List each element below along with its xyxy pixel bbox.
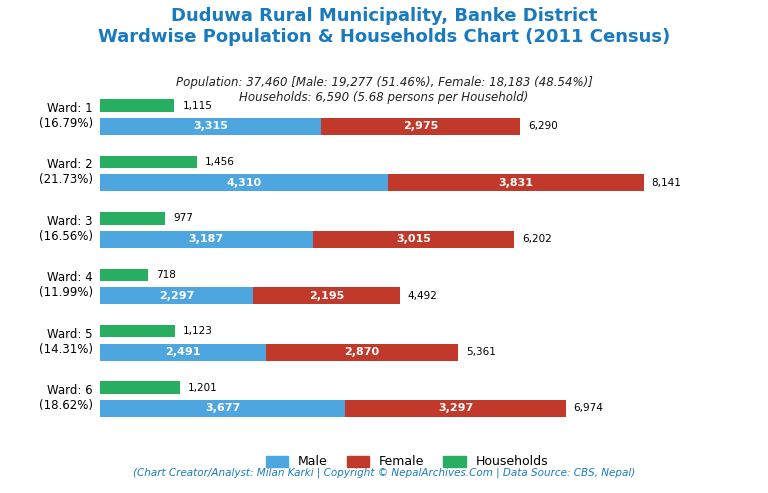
Text: 718: 718 [156, 270, 176, 280]
Bar [100, 400, 346, 417]
Bar [100, 269, 147, 281]
Text: 3,015: 3,015 [396, 234, 431, 244]
Text: 977: 977 [173, 213, 193, 223]
Text: 1,201: 1,201 [188, 383, 218, 392]
Text: 3,677: 3,677 [205, 403, 240, 414]
Text: 8,141: 8,141 [651, 178, 681, 188]
Text: 2,870: 2,870 [345, 347, 379, 357]
Bar [100, 156, 197, 168]
Bar [100, 175, 388, 191]
Text: 1,456: 1,456 [205, 157, 235, 167]
Text: Population: 37,460 [Male: 19,277 (51.46%), Female: 18,183 (48.54%)]
Households: : Population: 37,460 [Male: 19,277 (51.46%… [176, 76, 592, 105]
Text: 6,290: 6,290 [528, 121, 558, 132]
Text: 4,492: 4,492 [408, 291, 438, 301]
Bar [100, 118, 321, 135]
Text: 1,115: 1,115 [182, 101, 212, 110]
Bar [321, 118, 520, 135]
Bar [266, 344, 458, 360]
Text: 3,831: 3,831 [498, 178, 533, 188]
Bar [100, 287, 253, 304]
Bar [100, 325, 175, 337]
Text: Duduwa Rural Municipality, Banke District
Wardwise Population & Households Chart: Duduwa Rural Municipality, Banke Distric… [98, 7, 670, 46]
Bar [313, 231, 514, 247]
Text: (Chart Creator/Analyst: Milan Karki | Copyright © NepalArchives.Com | Data Sourc: (Chart Creator/Analyst: Milan Karki | Co… [133, 468, 635, 478]
Text: 2,975: 2,975 [403, 121, 439, 132]
Bar [100, 100, 174, 112]
Text: 2,195: 2,195 [309, 291, 344, 301]
Text: 2,491: 2,491 [165, 347, 200, 357]
Text: 4,310: 4,310 [227, 178, 261, 188]
Text: 3,187: 3,187 [189, 234, 223, 244]
Bar [346, 400, 565, 417]
Text: 2,297: 2,297 [159, 291, 194, 301]
Bar [100, 212, 165, 225]
Text: 6,974: 6,974 [574, 403, 604, 414]
Bar [100, 382, 180, 394]
Text: 6,202: 6,202 [522, 234, 551, 244]
Bar [253, 287, 400, 304]
Legend: Male, Female, Households: Male, Female, Households [260, 451, 554, 473]
Bar [100, 344, 266, 360]
Bar [388, 175, 644, 191]
Text: 3,297: 3,297 [438, 403, 473, 414]
Text: 5,361: 5,361 [466, 347, 496, 357]
Text: 3,315: 3,315 [193, 121, 228, 132]
Text: 1,123: 1,123 [183, 326, 213, 336]
Bar [100, 231, 313, 247]
